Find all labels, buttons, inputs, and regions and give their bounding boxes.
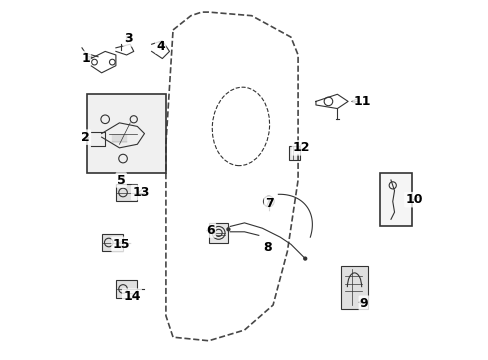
Bar — [380, 173, 411, 226]
Bar — [340, 266, 367, 309]
Text: 1: 1 — [81, 52, 90, 65]
Text: 3: 3 — [124, 32, 132, 45]
FancyBboxPatch shape — [87, 94, 165, 173]
Text: 12: 12 — [292, 141, 310, 154]
Text: 6: 6 — [206, 224, 214, 237]
Bar — [208, 223, 228, 243]
Text: 15: 15 — [112, 238, 130, 251]
Text: 9: 9 — [359, 297, 368, 310]
Bar — [102, 234, 123, 251]
Text: 7: 7 — [264, 197, 273, 210]
Circle shape — [303, 256, 307, 261]
Text: 5: 5 — [117, 174, 125, 186]
Text: 2: 2 — [81, 131, 90, 144]
Text: 11: 11 — [353, 95, 370, 108]
Text: 4: 4 — [156, 40, 164, 53]
Circle shape — [226, 227, 230, 231]
Bar — [288, 146, 299, 160]
Text: 14: 14 — [123, 289, 141, 303]
Text: 10: 10 — [405, 193, 422, 206]
Bar — [116, 280, 137, 298]
Text: 8: 8 — [263, 241, 271, 255]
Bar — [116, 184, 137, 202]
Text: 13: 13 — [132, 186, 149, 199]
